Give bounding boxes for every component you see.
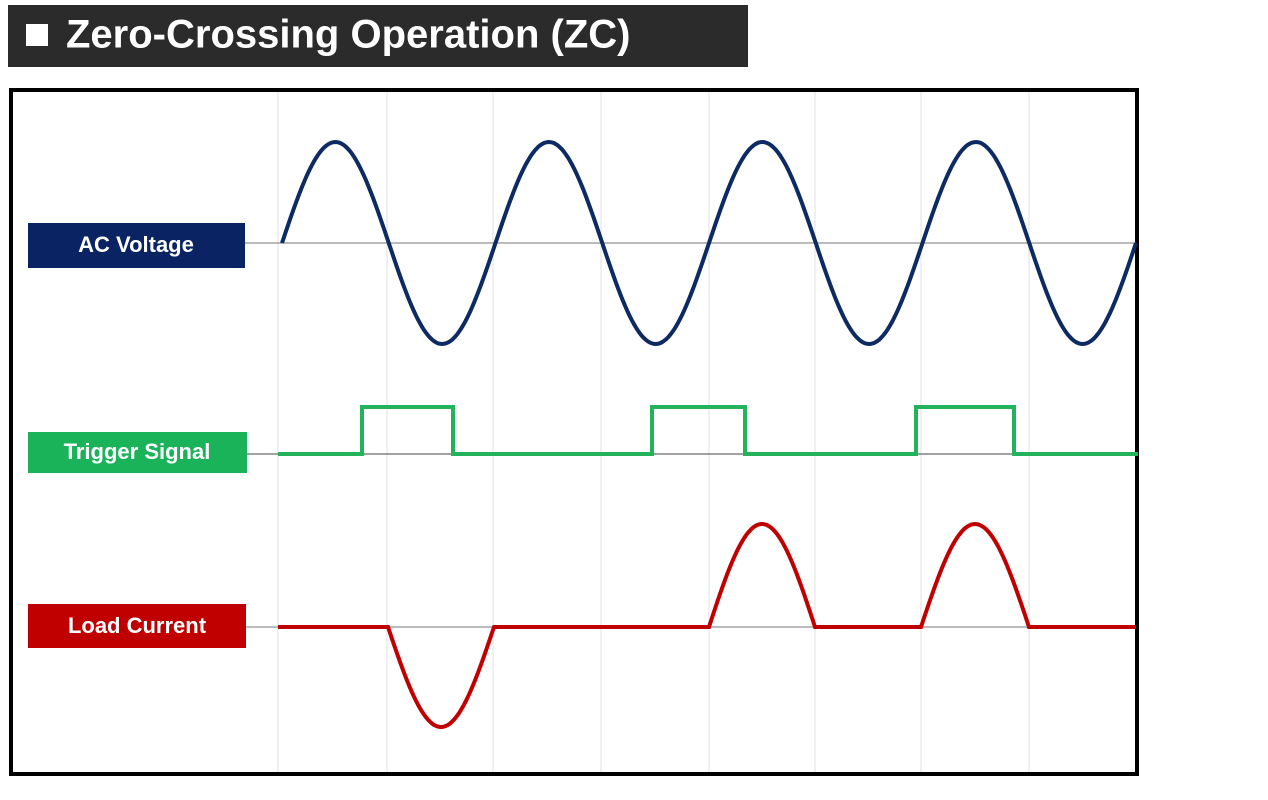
label-box <box>28 604 246 648</box>
title: Zero-Crossing Operation (ZC) <box>66 13 630 57</box>
label: AC Voltage <box>78 232 194 257</box>
grid <box>277 92 1030 772</box>
label-box <box>28 223 245 268</box>
title-bar <box>8 5 748 67</box>
label: Trigger Signal <box>64 439 211 464</box>
title-bullet <box>26 24 48 46</box>
label: Load Current <box>68 613 207 638</box>
label-box <box>28 432 247 473</box>
trigger-signal-wave <box>278 405 1138 456</box>
load-current-wave <box>278 521 1136 729</box>
ac-voltage-wave <box>280 139 1138 347</box>
